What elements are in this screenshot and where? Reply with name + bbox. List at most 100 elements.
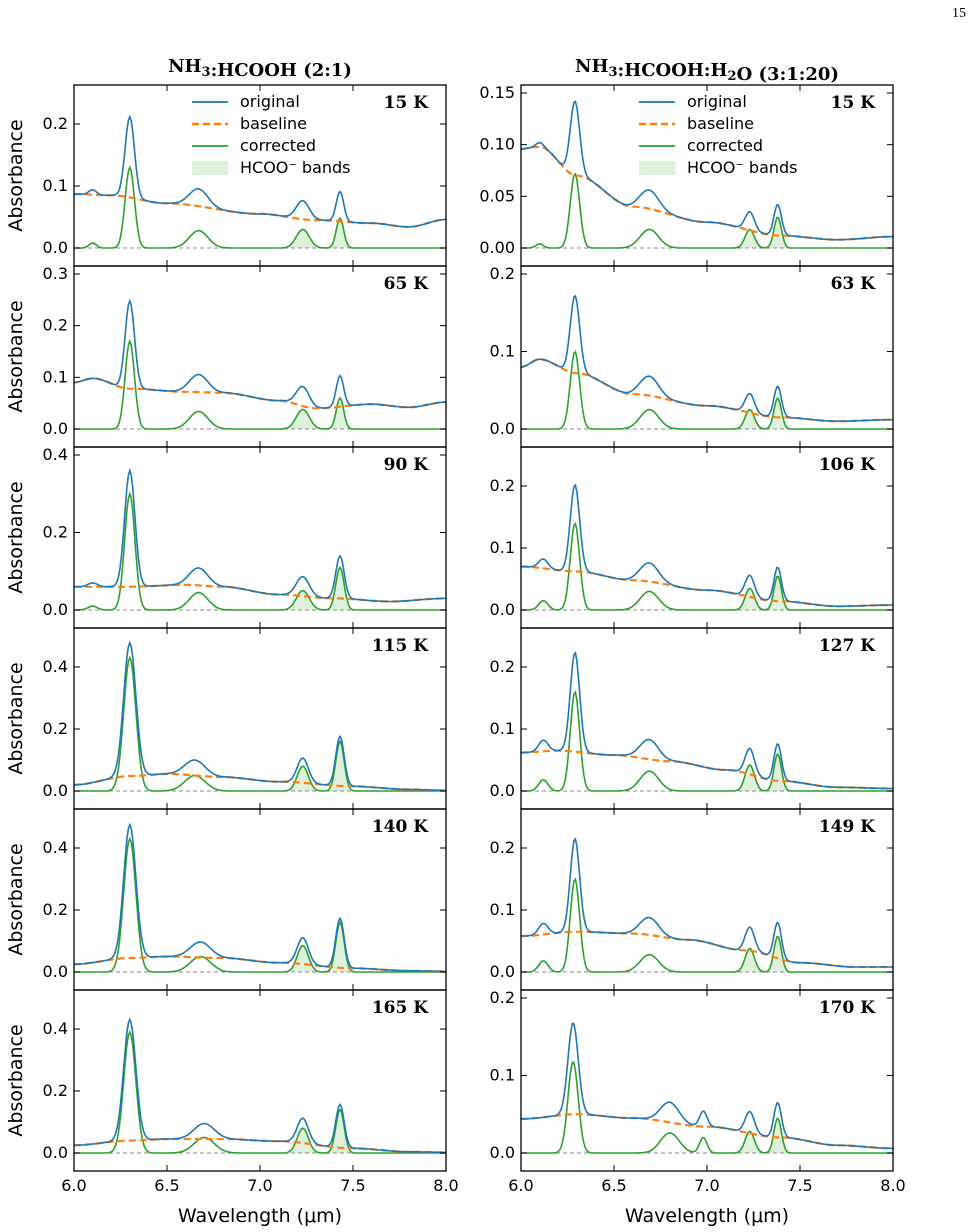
legend-entry: HCOO⁻ bands <box>687 158 798 177</box>
panel-1-1: 0.0 0.1 0.2 63 K <box>490 264 894 448</box>
y-tick-label: 0.1 <box>490 1066 515 1085</box>
y-tick-label: 0.2 <box>490 838 515 857</box>
y-axis-label: Absorbance <box>5 843 27 955</box>
corrected-line <box>74 165 446 249</box>
x-axis-label: Wavelength (μm) <box>178 1205 342 1227</box>
plot-area <box>74 822 446 973</box>
y-tick-label: 0.15 <box>479 83 515 102</box>
y-tick-label: 0.2 <box>43 316 68 335</box>
x-tick-label: 7.5 <box>787 1176 812 1195</box>
temperature-label: 127 K <box>819 636 876 656</box>
panel-0-4: 0.0 0.2 0.4 140 K Absorbance <box>5 808 447 991</box>
baseline-line <box>74 377 446 410</box>
y-tick-label: 0.0 <box>43 419 68 438</box>
y-tick-label: 0.10 <box>479 135 515 154</box>
corrected-line <box>74 836 446 973</box>
y-tick-label: 0.3 <box>43 264 68 283</box>
x-tick-label: 6.0 <box>508 1176 533 1195</box>
original-line <box>74 640 446 792</box>
hcoo-band-fill <box>270 922 375 972</box>
plot-area <box>74 1017 446 1154</box>
corrected-line <box>521 1060 893 1154</box>
y-axis-label: Absorbance <box>5 119 27 231</box>
corrected-line <box>521 690 893 792</box>
panel-1-3: 0.0 0.1 0.2 127 K <box>490 627 894 810</box>
temperature-label: 106 K <box>819 455 876 475</box>
original-line <box>521 1022 893 1150</box>
corrected-line <box>521 172 893 249</box>
legend-entry: original <box>687 92 747 111</box>
y-tick-label: 0.2 <box>490 657 515 676</box>
x-tick-label: 7.0 <box>694 1176 719 1195</box>
legend-swatch-bands <box>639 161 675 175</box>
y-tick-label: 0.1 <box>43 367 68 386</box>
legend-entry: corrected <box>687 136 763 155</box>
legend-swatch-bands <box>192 161 228 175</box>
y-tick-label: 0.00 <box>479 238 515 257</box>
plot-area <box>521 100 893 249</box>
y-tick-label: 0.0 <box>490 419 515 438</box>
y-tick-label: 0.0 <box>490 781 515 800</box>
temperature-label: 149 K <box>819 817 876 837</box>
x-tick-label: 6.0 <box>61 1176 86 1195</box>
legend-entry: HCOO⁻ bands <box>240 158 351 177</box>
original-line <box>521 294 893 423</box>
corrected-line <box>74 491 446 611</box>
hcoo-band-fill <box>270 741 375 791</box>
y-tick-label: 0.0 <box>43 962 68 981</box>
temperature-label: 15 K <box>384 93 430 113</box>
y-tick-label: 0.05 <box>479 186 515 205</box>
y-tick-label: 0.1 <box>490 900 515 919</box>
baseline-line <box>521 749 893 790</box>
y-tick-label: 0.4 <box>43 657 68 676</box>
original-line <box>74 467 446 603</box>
x-axis-label: Wavelength (μm) <box>625 1205 789 1227</box>
temperature-label: 115 K <box>372 636 429 656</box>
y-tick-label: 0.2 <box>43 900 68 919</box>
corrected-line <box>521 350 893 430</box>
original-line <box>74 1017 446 1154</box>
baseline-line <box>521 930 893 969</box>
original-line <box>521 837 893 968</box>
legend: original baseline corrected HCOO⁻ bands <box>639 92 798 177</box>
plot-area <box>74 467 446 611</box>
corrected-line <box>521 877 893 973</box>
x-tick-label: 7.0 <box>247 1176 272 1195</box>
original-line <box>521 651 893 790</box>
panel-1-5: 6.0 6.5 7.0 7.5 8.0 0.0 0.1 0.2 170 K <box>490 988 906 1195</box>
temperature-label: 15 K <box>831 93 877 113</box>
corrected-line <box>74 655 446 792</box>
y-tick-label: 0.1 <box>490 342 515 361</box>
original-line <box>521 100 893 241</box>
y-tick-label: 0.1 <box>490 719 515 738</box>
y-tick-label: 0.2 <box>43 523 68 542</box>
temperature-label: 63 K <box>831 274 877 294</box>
x-tick-label: 6.5 <box>601 1176 626 1195</box>
legend: original baseline corrected HCOO⁻ bands <box>192 92 351 177</box>
column-title: NH3:HCOOH (2:1) <box>168 56 352 81</box>
x-tick-label: 8.0 <box>880 1176 905 1195</box>
y-axis-label: Absorbance <box>5 662 27 774</box>
y-tick-label: 0.2 <box>43 114 68 133</box>
hcoo-band-fill <box>717 1118 822 1153</box>
y-tick-label: 0.2 <box>490 264 515 283</box>
plot-area <box>74 114 446 249</box>
y-axis-label: Absorbance <box>5 300 27 412</box>
baseline-line <box>74 955 446 973</box>
baseline-line <box>521 565 893 608</box>
plot-area <box>74 640 446 792</box>
y-tick-label: 0.2 <box>490 988 515 1007</box>
original-line <box>74 822 446 973</box>
plot-area <box>74 298 446 430</box>
plot-area <box>521 837 893 973</box>
corrected-line <box>74 338 446 430</box>
y-tick-label: 0.0 <box>490 600 515 619</box>
y-tick-label: 0.1 <box>43 176 68 195</box>
hcoo-band-fill <box>717 936 822 972</box>
corrected-line <box>74 1030 446 1154</box>
original-line <box>74 114 446 228</box>
plot-area <box>521 651 893 792</box>
y-tick-label: 0.0 <box>43 781 68 800</box>
x-tick-label: 8.0 <box>433 1176 458 1195</box>
